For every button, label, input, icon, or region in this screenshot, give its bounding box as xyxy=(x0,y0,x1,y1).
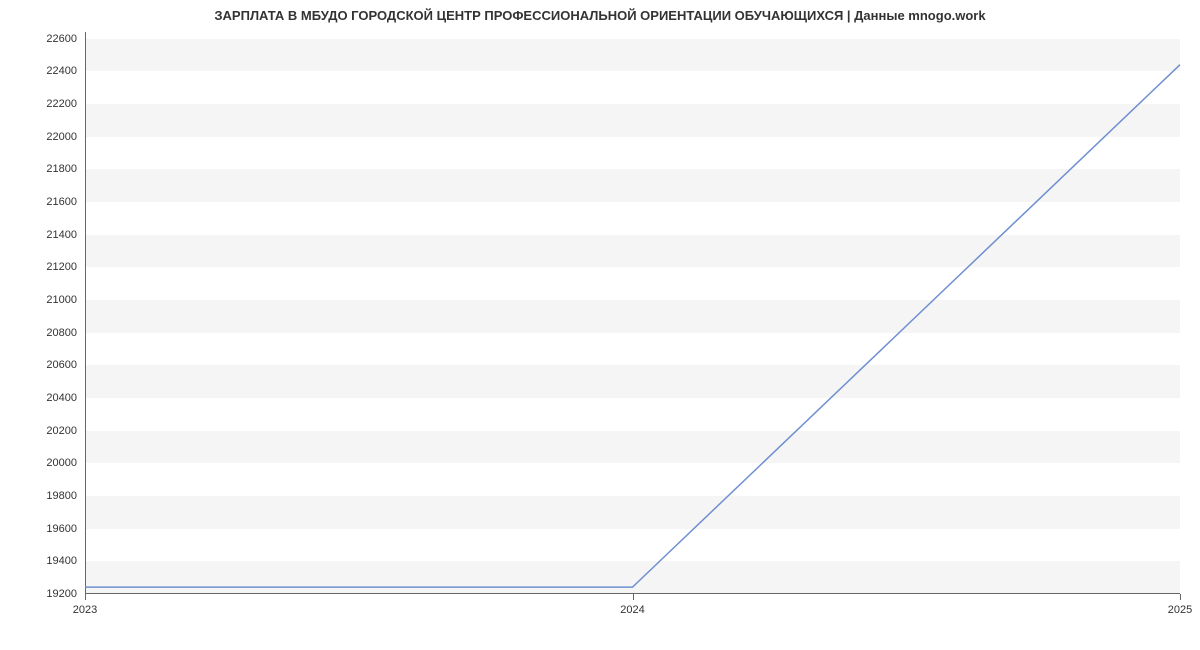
y-tick-label: 22000 xyxy=(27,131,77,143)
series-line-salary xyxy=(85,65,1180,587)
y-tick-label: 20000 xyxy=(27,457,77,469)
y-tick-label: 20600 xyxy=(27,359,77,371)
y-tick-label: 19600 xyxy=(27,523,77,535)
x-tick-label: 2024 xyxy=(620,604,644,616)
y-tick-label: 19200 xyxy=(27,588,77,600)
y-tick-label: 21600 xyxy=(27,196,77,208)
y-tick-label: 22400 xyxy=(27,65,77,77)
y-tick-label: 20400 xyxy=(27,392,77,404)
y-tick-label: 22200 xyxy=(27,98,77,110)
series-svg xyxy=(85,32,1180,594)
x-tick-mark xyxy=(1180,594,1181,600)
y-tick-label: 20200 xyxy=(27,425,77,437)
y-tick-label: 19400 xyxy=(27,555,77,567)
y-tick-label: 21200 xyxy=(27,261,77,273)
x-tick-mark xyxy=(633,594,634,600)
salary-chart: ЗАРПЛАТА В МБУДО ГОРОДСКОЙ ЦЕНТР ПРОФЕСС… xyxy=(0,0,1200,650)
y-tick-label: 19800 xyxy=(27,490,77,502)
y-tick-label: 21400 xyxy=(27,229,77,241)
plot-area: 1920019400196001980020000202002040020600… xyxy=(85,32,1180,594)
y-tick-label: 21000 xyxy=(27,294,77,306)
y-tick-label: 22600 xyxy=(27,33,77,45)
x-tick-label: 2023 xyxy=(73,604,97,616)
chart-title: ЗАРПЛАТА В МБУДО ГОРОДСКОЙ ЦЕНТР ПРОФЕСС… xyxy=(0,8,1200,23)
x-tick-label: 2025 xyxy=(1168,604,1192,616)
x-tick-mark xyxy=(85,594,86,600)
y-tick-label: 21800 xyxy=(27,163,77,175)
y-tick-label: 20800 xyxy=(27,327,77,339)
